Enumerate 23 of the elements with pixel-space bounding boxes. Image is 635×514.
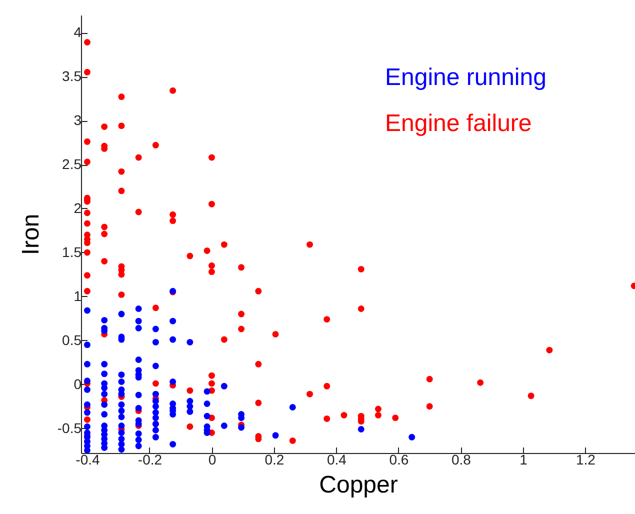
y-tick-label: 2 xyxy=(74,200,82,216)
text: Engine running xyxy=(385,64,546,91)
y-tick-label: 2.5 xyxy=(62,156,82,172)
x-tick-label: 0.4 xyxy=(326,452,347,468)
x-tick-label: 1 xyxy=(520,452,528,468)
x-axis-title: Copper xyxy=(319,472,398,498)
x-tick-label: -0.2 xyxy=(138,452,162,468)
y-tick-label: 0.5 xyxy=(62,332,82,348)
x-tick-label: -0.4 xyxy=(76,452,100,468)
x-tick-label: 0 xyxy=(208,452,216,468)
y-tick-label: 0 xyxy=(74,376,82,392)
x-tick-label: 1.2 xyxy=(576,452,596,468)
x-tick-label: 0.6 xyxy=(389,452,409,468)
x-tick-label: 0.8 xyxy=(451,452,472,468)
y-tick-label: -0.5 xyxy=(57,420,82,436)
x-tick-label: 0.2 xyxy=(264,452,284,468)
y-tick-label: 3 xyxy=(74,112,82,128)
y-tick-label: 4 xyxy=(74,24,82,40)
text: Engine failure xyxy=(385,110,532,137)
y-tick-label: 1.5 xyxy=(62,244,82,260)
y-tick-label: 1 xyxy=(74,288,82,304)
y-axis-title: Iron xyxy=(17,214,44,256)
y-tick-label: 3.5 xyxy=(62,68,82,84)
